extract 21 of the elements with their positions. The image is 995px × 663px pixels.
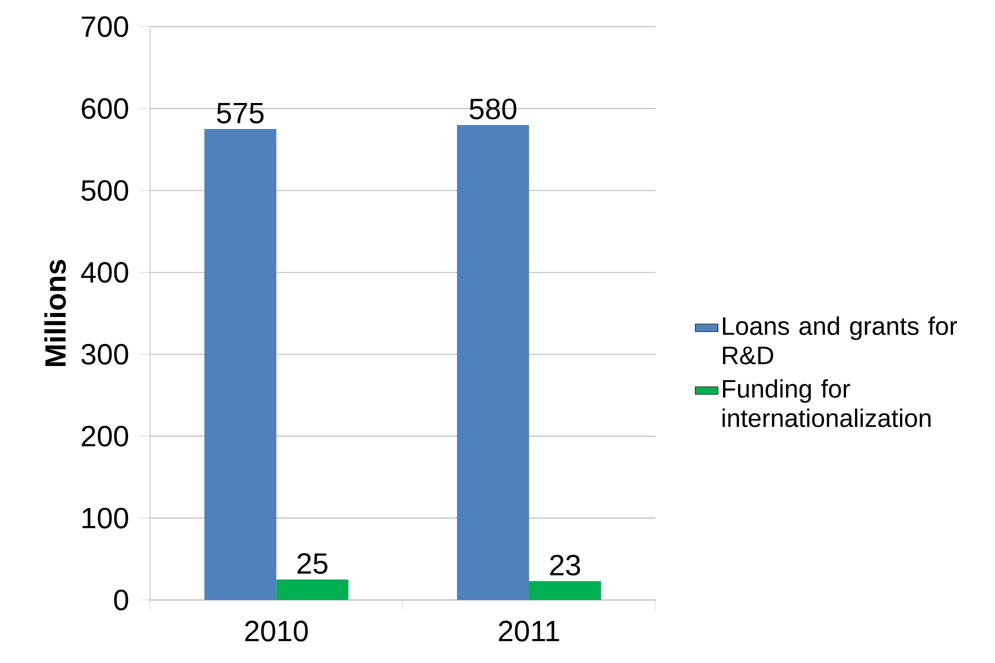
y-tick-label: 0 [114, 590, 128, 610]
y-tick-label: 700 [82, 16, 128, 38]
data-label: 575 [217, 102, 264, 124]
bar [276, 580, 348, 600]
data-label: 580 [470, 98, 516, 120]
bar [529, 581, 602, 600]
y-tick-label: 300 [81, 344, 128, 365]
y-tick-label: 400 [81, 262, 128, 283]
bar [204, 129, 276, 600]
x-tick-label: 2011 [498, 620, 560, 642]
legend-label: Funding for internationalization [722, 379, 930, 428]
y-tick-label: 100 [82, 508, 128, 528]
y-tick-label: 200 [82, 426, 128, 447]
legend-label: Loans and grants for R&D [723, 316, 958, 364]
data-label: 25 [298, 553, 328, 574]
y-tick-label: 500 [82, 180, 128, 201]
y-tick-label: 600 [82, 98, 128, 119]
bar [456, 124, 530, 600]
y-axis-title: Millions [44, 260, 66, 366]
data-label: 23 [550, 554, 580, 576]
x-tick-label: 2010 [245, 620, 308, 642]
